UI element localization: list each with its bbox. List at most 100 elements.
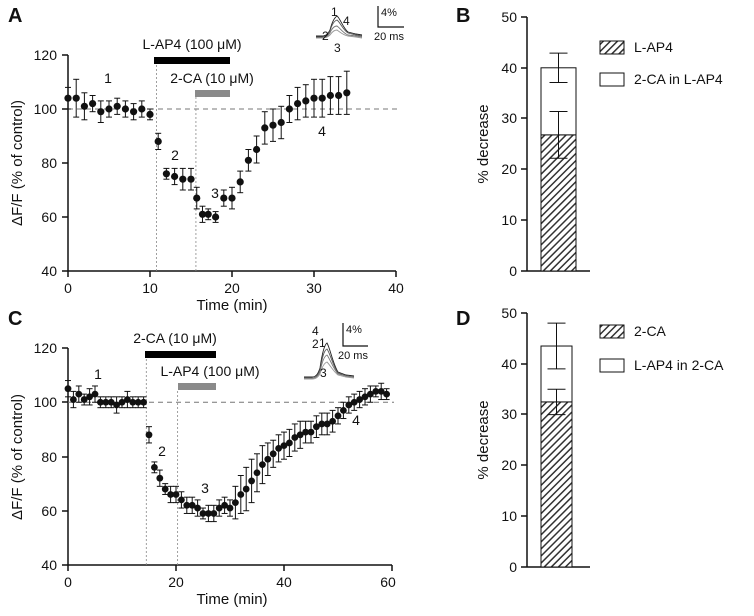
data-point-a-26 bbox=[269, 121, 277, 129]
xtick-a-20: 20 bbox=[224, 280, 240, 296]
x-ticks-a: 0 10 20 30 40 bbox=[64, 271, 404, 296]
data-point-c-45 bbox=[307, 428, 315, 436]
data-point-c-44 bbox=[302, 428, 309, 436]
drug-label-2ca-c: 2-CA (10 μM) bbox=[133, 330, 217, 346]
data-point-c-37 bbox=[264, 455, 272, 463]
ytick-a-120: 120 bbox=[34, 47, 58, 63]
inset-traces-a: 1 4 2 3 4% 20 ms bbox=[316, 5, 404, 55]
data-point-a-21 bbox=[228, 194, 236, 202]
legend-swatch-d-1 bbox=[599, 324, 625, 339]
data-point-c-33 bbox=[242, 485, 250, 493]
data-point-a-28 bbox=[285, 105, 293, 113]
xtick-c-0: 0 bbox=[64, 574, 72, 590]
data-point-a-31 bbox=[310, 94, 318, 102]
xtick-a-0: 0 bbox=[64, 280, 72, 296]
phase-label-a-3: 3 bbox=[211, 185, 219, 201]
drug-label-lap4-a: L-AP4 (100 μM) bbox=[142, 36, 241, 52]
data-point-a-23 bbox=[244, 156, 252, 164]
ytick-d-40: 40 bbox=[501, 356, 517, 372]
data-point-a-19 bbox=[212, 213, 220, 221]
bar-area-b bbox=[540, 52, 577, 272]
xtick-a-40: 40 bbox=[388, 280, 404, 296]
y-ticks-d: 50 40 30 20 10 0 bbox=[501, 305, 527, 575]
data-point-a-29 bbox=[294, 100, 302, 108]
inset-a-label-1: 1 bbox=[331, 5, 338, 19]
data-point-a-17 bbox=[198, 210, 207, 218]
data-point-c-53 bbox=[350, 398, 358, 406]
data-point-c-7 bbox=[102, 398, 110, 406]
ytick-d-30: 30 bbox=[501, 406, 517, 422]
data-point-c-16 bbox=[151, 463, 158, 471]
legend-swatch-d-2 bbox=[599, 358, 625, 373]
ytick-b-0: 0 bbox=[509, 263, 517, 279]
inset-c-label-1: 1 bbox=[319, 336, 326, 350]
phase-label-c-3: 3 bbox=[201, 480, 209, 496]
data-point-a-6 bbox=[113, 102, 121, 110]
y-ticks-a: 120 100 80 60 40 bbox=[34, 47, 68, 279]
ytick-c-60: 60 bbox=[41, 503, 57, 519]
ytick-b-30: 30 bbox=[501, 110, 517, 126]
data-point-a-5 bbox=[105, 105, 113, 113]
data-point-c-18 bbox=[161, 485, 169, 493]
data-point-c-46 bbox=[313, 423, 320, 431]
inset-a-label-2: 2 bbox=[322, 29, 329, 43]
data-point-c-28 bbox=[215, 504, 223, 512]
data-point-c-49 bbox=[329, 417, 336, 425]
data-point-c-1 bbox=[70, 396, 77, 403]
data-point-a-18 bbox=[204, 210, 212, 218]
data-point-a-0 bbox=[64, 94, 72, 102]
data-point-c-41 bbox=[286, 439, 293, 447]
bar-error-d-2 bbox=[547, 322, 566, 370]
inset-c-scale-y: 4% bbox=[346, 324, 362, 336]
panel-letter-c: C bbox=[8, 308, 22, 330]
data-point-c-27 bbox=[210, 510, 218, 517]
ytick-c-40: 40 bbox=[41, 557, 57, 573]
drug-label-lap4-c: L-AP4 (100 μM) bbox=[160, 363, 259, 379]
ytick-b-50: 50 bbox=[501, 9, 517, 25]
data-point-c-14 bbox=[140, 398, 148, 406]
ytick-d-0: 0 bbox=[509, 559, 517, 575]
data-point-c-15 bbox=[145, 431, 153, 439]
data-point-c-21 bbox=[178, 496, 185, 504]
bar-error-b-1 bbox=[549, 110, 568, 159]
xtick-a-30: 30 bbox=[306, 280, 322, 296]
bar-area-d bbox=[540, 322, 573, 568]
data-point-c-57 bbox=[372, 388, 380, 395]
data-point-c-4 bbox=[86, 393, 93, 401]
data-point-c-39 bbox=[275, 444, 282, 452]
data-point-c-29 bbox=[221, 501, 229, 509]
data-point-c-25 bbox=[199, 510, 207, 517]
data-point-a-11 bbox=[154, 137, 162, 145]
data-point-c-9 bbox=[113, 401, 120, 409]
data-point-c-10 bbox=[118, 398, 126, 406]
data-point-a-20 bbox=[220, 194, 228, 202]
ytick-b-40: 40 bbox=[501, 60, 517, 76]
inset-a-label-3: 3 bbox=[334, 41, 341, 55]
data-point-c-40 bbox=[280, 442, 288, 450]
data-point-a-15 bbox=[187, 175, 195, 183]
plot-area-a bbox=[64, 64, 398, 271]
y-axis-title-d: % decrease bbox=[475, 400, 492, 479]
ytick-d-20: 20 bbox=[501, 457, 517, 473]
xtick-c-40: 40 bbox=[276, 574, 292, 590]
drug-bar-2ca-a bbox=[195, 90, 230, 97]
data-point-a-3 bbox=[89, 100, 97, 108]
data-point-c-58 bbox=[377, 388, 385, 395]
data-point-a-33 bbox=[326, 91, 334, 100]
inset-a-scale-y: 4% bbox=[381, 7, 397, 19]
data-point-c-56 bbox=[367, 390, 374, 398]
phase-label-c-1: 1 bbox=[94, 366, 102, 382]
data-point-a-4 bbox=[97, 108, 105, 116]
data-point-c-36 bbox=[259, 461, 266, 469]
data-point-c-47 bbox=[318, 420, 326, 428]
panel-letter-b: B bbox=[456, 5, 470, 27]
panel-c: C 120 100 80 60 40 0 20 40 60 Time (min)… bbox=[8, 308, 396, 608]
inset-c-scale-x: 20 ms bbox=[338, 350, 368, 362]
drug-bar-lap4-a bbox=[154, 57, 230, 64]
data-point-a-32 bbox=[318, 94, 326, 102]
data-point-c-5 bbox=[91, 390, 99, 398]
y-axis-title-b: % decrease bbox=[475, 104, 492, 183]
data-point-a-24 bbox=[253, 145, 261, 154]
y-axis-title-c: ΔF/F (% of control) bbox=[9, 394, 26, 520]
